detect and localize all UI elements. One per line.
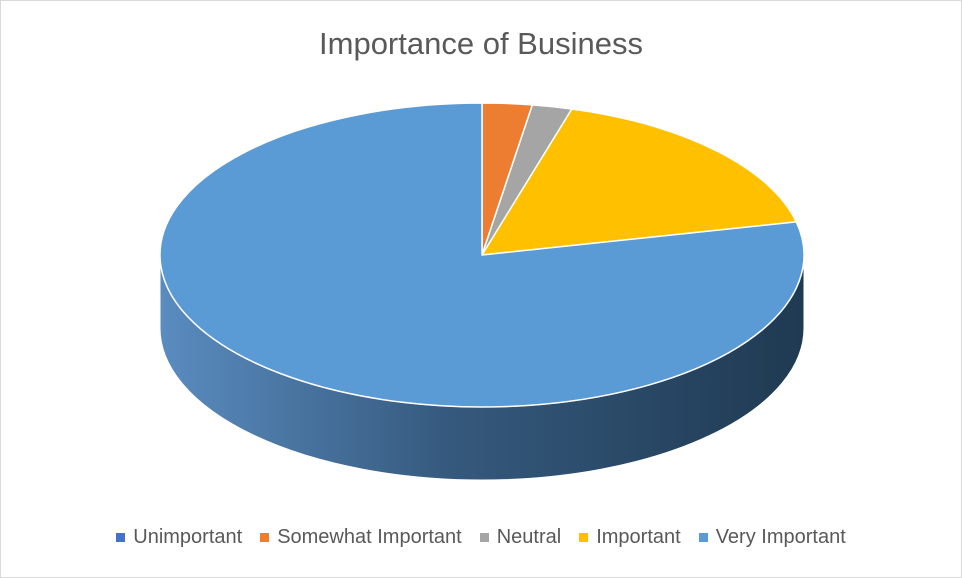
legend-item-unimportant: Unimportant [116, 526, 242, 549]
legend-swatch [698, 533, 708, 542]
legend: Unimportant Somewhat Important Neutral Impo… [0, 526, 962, 549]
legend-label: Important [596, 526, 681, 548]
legend-label: Somewhat Important [277, 526, 462, 548]
pie-slice-important [481, 108, 797, 256]
pie-slice-very-important [159, 102, 805, 408]
legend-item-important: Important [579, 526, 681, 549]
legend-label: Neutral [496, 526, 562, 548]
legend-item-somewhat-important: Somewhat Important [260, 526, 462, 549]
legend-swatch [479, 533, 489, 542]
legend-item-neutral: Neutral [479, 526, 562, 549]
pie-top [159, 102, 805, 408]
legend-item-very-important: Very Important [698, 526, 846, 549]
chart-title: Importance of Business [319, 26, 643, 61]
legend-label: Very Important [715, 526, 846, 548]
legend-label: Unimportant [133, 526, 243, 548]
legend-swatch [260, 533, 270, 542]
legend-swatch [579, 533, 589, 542]
legend-swatch [116, 533, 126, 542]
